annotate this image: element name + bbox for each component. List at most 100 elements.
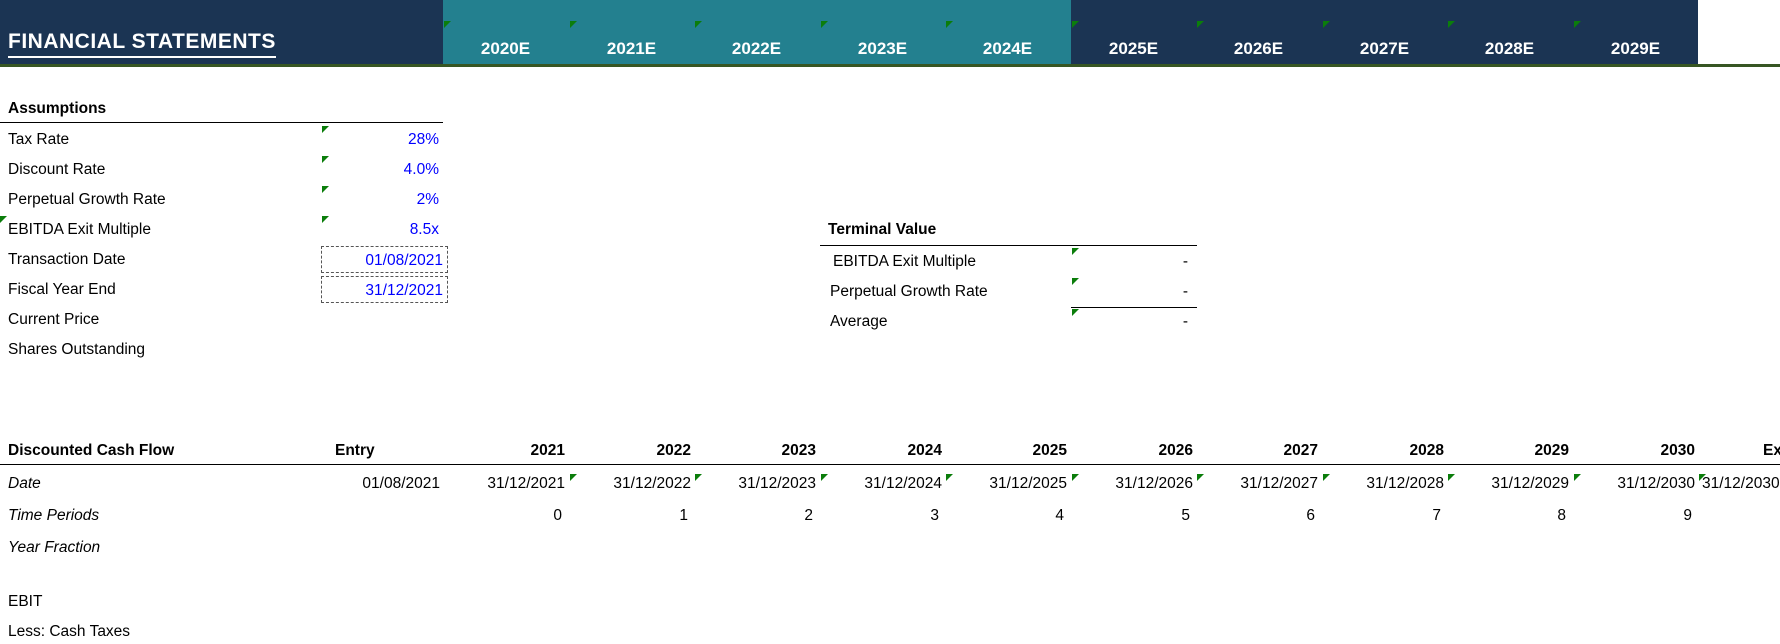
dcf-period-2[interactable]: 2 [804, 507, 813, 524]
tv-value-ebitda-exit-multiple[interactable]: - [1182, 253, 1188, 270]
cell-flag-icon [1197, 21, 1204, 28]
year-tab-label: 2023E [857, 39, 908, 58]
cell-flag-icon [1323, 474, 1330, 481]
assumptions-heading: Assumptions [8, 100, 107, 117]
cell-flag-icon [322, 156, 329, 163]
cell-flag-icon [322, 186, 329, 193]
assumption-value-ebitda-exit-multiple[interactable]: 8.5x [409, 221, 439, 238]
assumption-label-shares-outstanding: Shares Outstanding [8, 341, 146, 358]
dcf-year-header-2022: 2022 [656, 442, 691, 459]
year-tab-2021e[interactable]: 2021E [569, 0, 694, 64]
dcf-period-0[interactable]: 0 [553, 507, 562, 524]
dcf-year-header-2023: 2023 [781, 442, 816, 459]
cell-flag-icon [1574, 474, 1581, 481]
band-divider [0, 64, 1780, 67]
tv-label-perpetual-growth-rate: Perpetual Growth Rate [830, 283, 988, 300]
dcf-date-2024[interactable]: 31/12/2024 [864, 475, 942, 492]
assumption-value-discount-rate[interactable]: 4.0% [403, 161, 439, 178]
dcf-date-2021[interactable]: 31/12/2021 [487, 475, 565, 492]
dcf-date-exit[interactable]: 31/12/2030 [1702, 475, 1780, 492]
dcf-period-1[interactable]: 1 [679, 507, 688, 524]
cell-flag-icon [946, 21, 953, 28]
dcf-year-header-2030: 2030 [1660, 442, 1695, 459]
assumption-label-discount-rate: Discount Rate [8, 161, 106, 178]
assumption-label-tax-rate: Tax Rate [8, 131, 70, 148]
assumption-value-tax-rate[interactable]: 28% [407, 131, 439, 148]
dcf-period-5[interactable]: 5 [1181, 507, 1190, 524]
year-tab-label: 2028E [1484, 39, 1535, 58]
assumption-value-shares-outstanding[interactable] [317, 339, 443, 361]
cell-flag-icon [570, 21, 577, 28]
year-tab-label: 2025E [1108, 39, 1159, 58]
assumption-label-perpetual-growth-rate: Perpetual Growth Rate [8, 191, 166, 208]
assumption-label-fiscal-year-end: Fiscal Year End [8, 281, 116, 298]
dcf-year-header-2025: 2025 [1032, 442, 1067, 459]
cell-flag-icon [1072, 21, 1079, 28]
dcf-date-2028[interactable]: 31/12/2028 [1366, 475, 1444, 492]
cell-flag-icon [1699, 474, 1706, 481]
dcf-date-2029[interactable]: 31/12/2029 [1491, 475, 1569, 492]
dcf-date-2025[interactable]: 31/12/2025 [989, 475, 1067, 492]
cell-flag-icon [1448, 474, 1455, 481]
page-title: FINANCIAL STATEMENTS [8, 30, 276, 58]
forecast-band-navy [1071, 0, 1698, 64]
cell-flag-icon [1574, 21, 1581, 28]
tv-value-average[interactable]: - [1182, 313, 1188, 330]
cell-flag-icon [1197, 474, 1204, 481]
year-tab-2024e[interactable]: 2024E [945, 0, 1070, 64]
cell-flag-icon [1072, 309, 1079, 316]
terminal-value-heading: Terminal Value [828, 221, 937, 238]
dcf-ebit-label: EBIT [8, 593, 43, 610]
cell-flag-icon [695, 21, 702, 28]
dcf-year-header-2028: 2028 [1409, 442, 1444, 459]
dcf-period-7[interactable]: 7 [1432, 507, 1441, 524]
cell-flag-icon [322, 126, 329, 133]
cell-flag-icon [570, 474, 577, 481]
dcf-year-header-2027: 2027 [1283, 442, 1318, 459]
cell-flag-icon [946, 474, 953, 481]
dcf-date-2026[interactable]: 31/12/2026 [1115, 475, 1193, 492]
tv-average-topline [1071, 307, 1197, 308]
year-tab-label: 2026E [1233, 39, 1284, 58]
dcf-date-2030[interactable]: 31/12/2030 [1617, 475, 1695, 492]
dcf-year-header-2029: 2029 [1534, 442, 1569, 459]
dcf-time-periods-label: Time Periods [8, 507, 100, 524]
dcf-header-underline [0, 464, 1780, 465]
year-tab-2029e[interactable]: 2029E [1573, 0, 1698, 64]
dcf-date-2027[interactable]: 31/12/2027 [1240, 475, 1318, 492]
cell-flag-icon [1072, 248, 1079, 255]
dcf-period-9[interactable]: 9 [1683, 507, 1692, 524]
tv-value-perpetual-growth-rate[interactable]: - [1182, 283, 1188, 300]
dcf-year-fraction-label: Year Fraction [8, 539, 101, 556]
title-band: FINANCIAL STATEMENTS [0, 0, 443, 64]
forecast-band-teal [443, 0, 1071, 64]
year-tab-2020e[interactable]: 2020E [443, 0, 568, 64]
dcf-period-6[interactable]: 6 [1306, 507, 1315, 524]
dcf-period-3[interactable]: 3 [930, 507, 939, 524]
year-tab-label: 2021E [606, 39, 657, 58]
year-tab-label: 2020E [480, 39, 531, 58]
dcf-date-2023[interactable]: 31/12/2023 [738, 475, 816, 492]
year-tab-2022e[interactable]: 2022E [694, 0, 819, 64]
dcf-date-row-label: Date [8, 475, 41, 492]
dcf-period-8[interactable]: 8 [1557, 507, 1566, 524]
dcf-heading: Discounted Cash Flow [8, 442, 175, 459]
dcf-date-entry[interactable]: 01/08/2021 [362, 475, 440, 492]
assumption-value-current-price[interactable] [317, 309, 443, 331]
assumption-input-fiscal-year-end[interactable]: 31/12/2021 [321, 276, 448, 303]
year-tab-2028e[interactable]: 2028E [1447, 0, 1572, 64]
dcf-date-2022[interactable]: 31/12/2022 [613, 475, 691, 492]
dcf-year-header-2021: 2021 [530, 442, 565, 459]
year-tab-2025e[interactable]: 2025E [1071, 0, 1196, 64]
cell-flag-icon [1448, 21, 1455, 28]
year-tab-2023e[interactable]: 2023E [820, 0, 945, 64]
year-tab-2026e[interactable]: 2026E [1196, 0, 1321, 64]
dcf-entry-header: Entry [335, 442, 375, 459]
year-tab-label: 2027E [1359, 39, 1410, 58]
assumption-value-perpetual-growth-rate[interactable]: 2% [416, 191, 439, 208]
year-tab-2027e[interactable]: 2027E [1322, 0, 1447, 64]
dcf-year-header-2024: 2024 [907, 442, 942, 459]
assumption-input-transaction-date[interactable]: 01/08/2021 [321, 246, 448, 273]
dcf-period-4[interactable]: 4 [1055, 507, 1064, 524]
